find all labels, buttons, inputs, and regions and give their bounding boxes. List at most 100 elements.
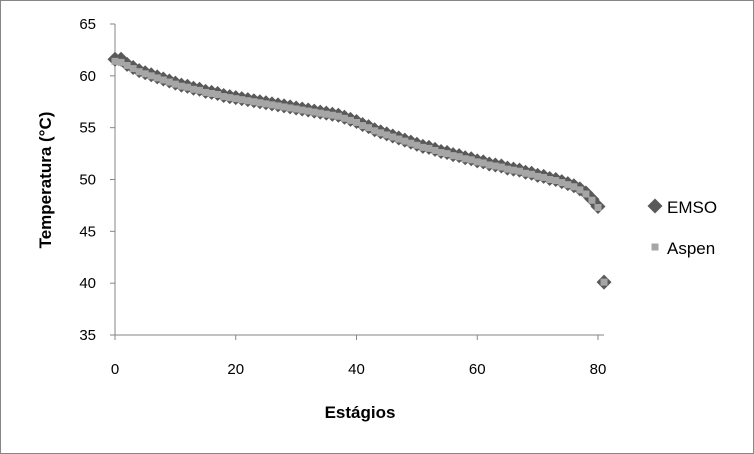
data-point-aspen <box>449 152 457 160</box>
data-point-aspen <box>419 143 427 151</box>
data-point-aspen <box>516 167 524 175</box>
data-point-aspen <box>503 165 511 173</box>
data-point-aspen <box>540 173 548 181</box>
data-point-aspen <box>226 94 234 102</box>
data-point-aspen <box>135 68 143 76</box>
data-point-aspen <box>123 61 131 69</box>
data-point-aspen <box>401 137 409 145</box>
data-point-aspen <box>600 278 608 286</box>
data-point-aspen <box>189 85 197 93</box>
data-point-aspen <box>310 108 318 116</box>
data-point-aspen <box>208 89 216 97</box>
legend-marker-aspen <box>651 243 659 251</box>
data-point-aspen <box>328 111 336 119</box>
data-point-aspen <box>443 150 451 158</box>
data-point-aspen <box>214 90 222 98</box>
data-point-aspen <box>473 158 481 166</box>
data-point-aspen <box>196 86 204 94</box>
data-point-aspen <box>437 149 445 157</box>
data-point-aspen <box>298 106 306 114</box>
legend-item-aspen: Aspen <box>651 239 715 258</box>
data-point-aspen <box>165 78 173 86</box>
data-point-aspen <box>576 186 584 194</box>
data-point-aspen <box>280 103 288 111</box>
data-point-aspen <box>111 57 119 65</box>
data-point-aspen <box>485 161 493 169</box>
data-point-aspen <box>304 107 312 115</box>
data-point-aspen <box>582 190 590 198</box>
data-point-aspen <box>346 116 354 124</box>
y-tick-label: 55 <box>79 120 96 137</box>
data-point-aspen <box>546 176 554 183</box>
data-point-aspen <box>534 172 542 180</box>
data-point-aspen <box>588 196 596 204</box>
data-point-aspen <box>232 95 240 103</box>
x-tick-label: 80 <box>590 361 607 378</box>
y-tick-label: 45 <box>79 223 96 240</box>
legend: EMSO Aspen <box>647 198 717 258</box>
data-point-aspen <box>286 104 294 112</box>
data-point-aspen <box>509 166 517 174</box>
data-point-aspen <box>528 170 536 178</box>
data-point-aspen <box>371 127 379 135</box>
legend-label-emso: EMSO <box>667 198 717 217</box>
data-point-aspen <box>274 102 282 110</box>
data-point-aspen <box>377 129 385 137</box>
data-point-aspen <box>322 110 330 118</box>
data-point-aspen <box>491 162 499 170</box>
data-point-aspen <box>389 133 397 141</box>
y-tick-label: 65 <box>79 16 96 33</box>
data-point-aspen <box>244 97 252 105</box>
data-point-aspen <box>147 72 155 80</box>
data-point-aspen <box>365 124 373 132</box>
data-point-aspen <box>340 114 348 122</box>
y-tick-label: 50 <box>79 172 96 189</box>
x-tick-label: 20 <box>227 361 244 378</box>
data-point-aspen <box>395 135 403 143</box>
data-point-aspen <box>117 58 125 66</box>
data-point-aspen <box>359 122 367 130</box>
data-point-aspen <box>455 153 463 161</box>
y-ticks: 35 40 45 50 55 60 65 <box>79 16 115 344</box>
y-tick-label: 35 <box>79 327 96 344</box>
data-point-aspen <box>594 203 602 211</box>
y-tick-label: 40 <box>79 275 96 292</box>
data-point-aspen <box>129 65 137 73</box>
x-tick-label: 40 <box>348 361 365 378</box>
data-point-aspen <box>564 181 572 189</box>
y-tick-label: 60 <box>79 68 96 85</box>
data-point-aspen <box>407 139 415 147</box>
x-tick-label: 60 <box>469 361 486 378</box>
series-aspen <box>111 57 608 286</box>
data-point-aspen <box>353 118 360 126</box>
legend-marker-emso <box>647 198 663 214</box>
axes: 35 40 45 50 55 60 65 0 20 40 60 80 <box>79 16 606 378</box>
data-point-aspen <box>413 141 421 149</box>
data-point-aspen <box>159 76 167 84</box>
data-point-aspen <box>467 156 475 164</box>
data-point-aspen <box>383 131 391 139</box>
data-point-aspen <box>425 144 433 152</box>
data-point-aspen <box>292 105 300 113</box>
data-point-aspen <box>256 99 264 107</box>
data-point-aspen <box>250 98 258 106</box>
legend-item-emso: EMSO <box>647 198 717 217</box>
data-point-aspen <box>153 74 161 82</box>
data-point-aspen <box>171 80 179 88</box>
data-point-aspen <box>183 83 191 91</box>
data-point-aspen <box>558 179 566 187</box>
data-point-aspen <box>262 100 270 108</box>
x-ticks: 0 20 40 60 80 <box>111 335 607 378</box>
legend-label-aspen: Aspen <box>667 239 715 258</box>
data-point-aspen <box>202 88 210 96</box>
data-point-aspen <box>552 177 560 185</box>
data-point-aspen <box>268 101 276 109</box>
data-point-aspen <box>238 96 246 104</box>
data-point-aspen <box>316 109 324 117</box>
series-layer <box>107 51 612 290</box>
data-point-aspen <box>431 146 439 154</box>
data-point-aspen <box>570 183 578 191</box>
data-point-aspen <box>177 82 185 90</box>
